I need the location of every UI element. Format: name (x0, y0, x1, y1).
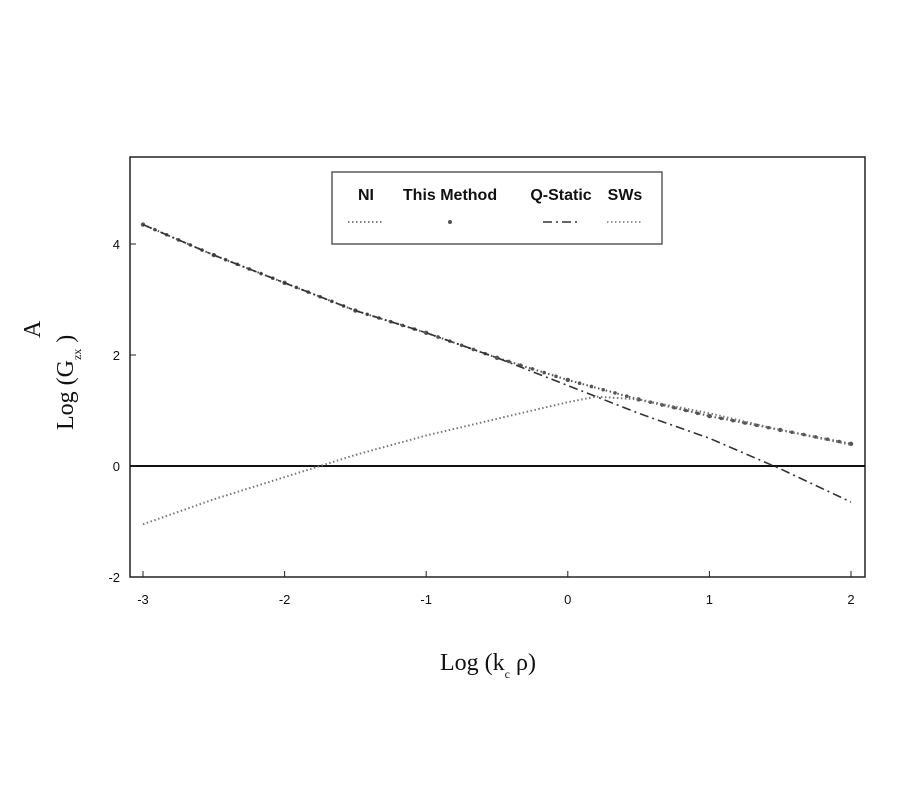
series-this-method-marker (530, 367, 535, 371)
series-this-method-marker (507, 359, 511, 364)
y-tick-label: 0 (113, 459, 120, 474)
series-this-method-marker (625, 394, 629, 398)
x-tick-label: -2 (279, 592, 291, 607)
series-ni-line (142, 223, 852, 445)
series-this-method-point (636, 397, 641, 402)
series-this-method-point (565, 377, 570, 383)
series-this-method-point (494, 355, 500, 360)
y-tick-label: 4 (113, 237, 120, 252)
y-tick-label: 2 (113, 348, 120, 363)
legend-box (331, 171, 663, 245)
x-tick-label: 1 (706, 592, 713, 607)
y-tick-label: -2 (108, 570, 120, 585)
series-this-method-point (707, 413, 712, 419)
legend-label-q-static: Q-Static (530, 187, 591, 204)
series-this-method-marker (613, 391, 617, 395)
series-this-method-marker (766, 425, 771, 430)
series-this-method-marker (554, 374, 558, 379)
legend-label-ni: NI (358, 187, 374, 204)
x-tick-label: -1 (420, 592, 432, 607)
series-this-method-marker (743, 421, 747, 425)
series-this-method-marker (542, 370, 546, 375)
series-this-method-marker (577, 381, 582, 386)
series-this-method-marker (825, 437, 830, 441)
series-this-method-marker (695, 411, 700, 416)
series-this-method-marker (731, 418, 735, 423)
series-this-method-marker (837, 439, 841, 444)
series-q-static-line (142, 223, 852, 503)
y-axis-title: Log (Gzx ) (53, 335, 84, 430)
series-this-method-point (848, 441, 854, 446)
series-this-method-marker (684, 408, 688, 413)
series-this-method-marker (802, 432, 806, 437)
series-this-method-marker (471, 347, 476, 352)
legend-swatch-this-method (448, 220, 452, 224)
series-this-method-marker (754, 423, 759, 428)
y-axis-title-superscript: A (20, 320, 46, 338)
series-this-method-marker (589, 384, 594, 389)
x-tick-label: 2 (847, 592, 854, 607)
legend-label-sws: SWs (608, 187, 643, 204)
x-tick-label: -3 (137, 592, 149, 607)
plot-frame (129, 156, 866, 578)
series-this-method-marker (719, 416, 723, 421)
series-sws-line (142, 395, 852, 526)
series-this-method-marker (813, 435, 818, 439)
series-this-method-marker (601, 387, 605, 392)
legend-label-this-method: This Method (403, 187, 497, 204)
x-axis-title: Log (kc ρ) (440, 650, 536, 681)
x-tick-label: 0 (564, 592, 571, 607)
series-this-method-marker (790, 430, 794, 435)
